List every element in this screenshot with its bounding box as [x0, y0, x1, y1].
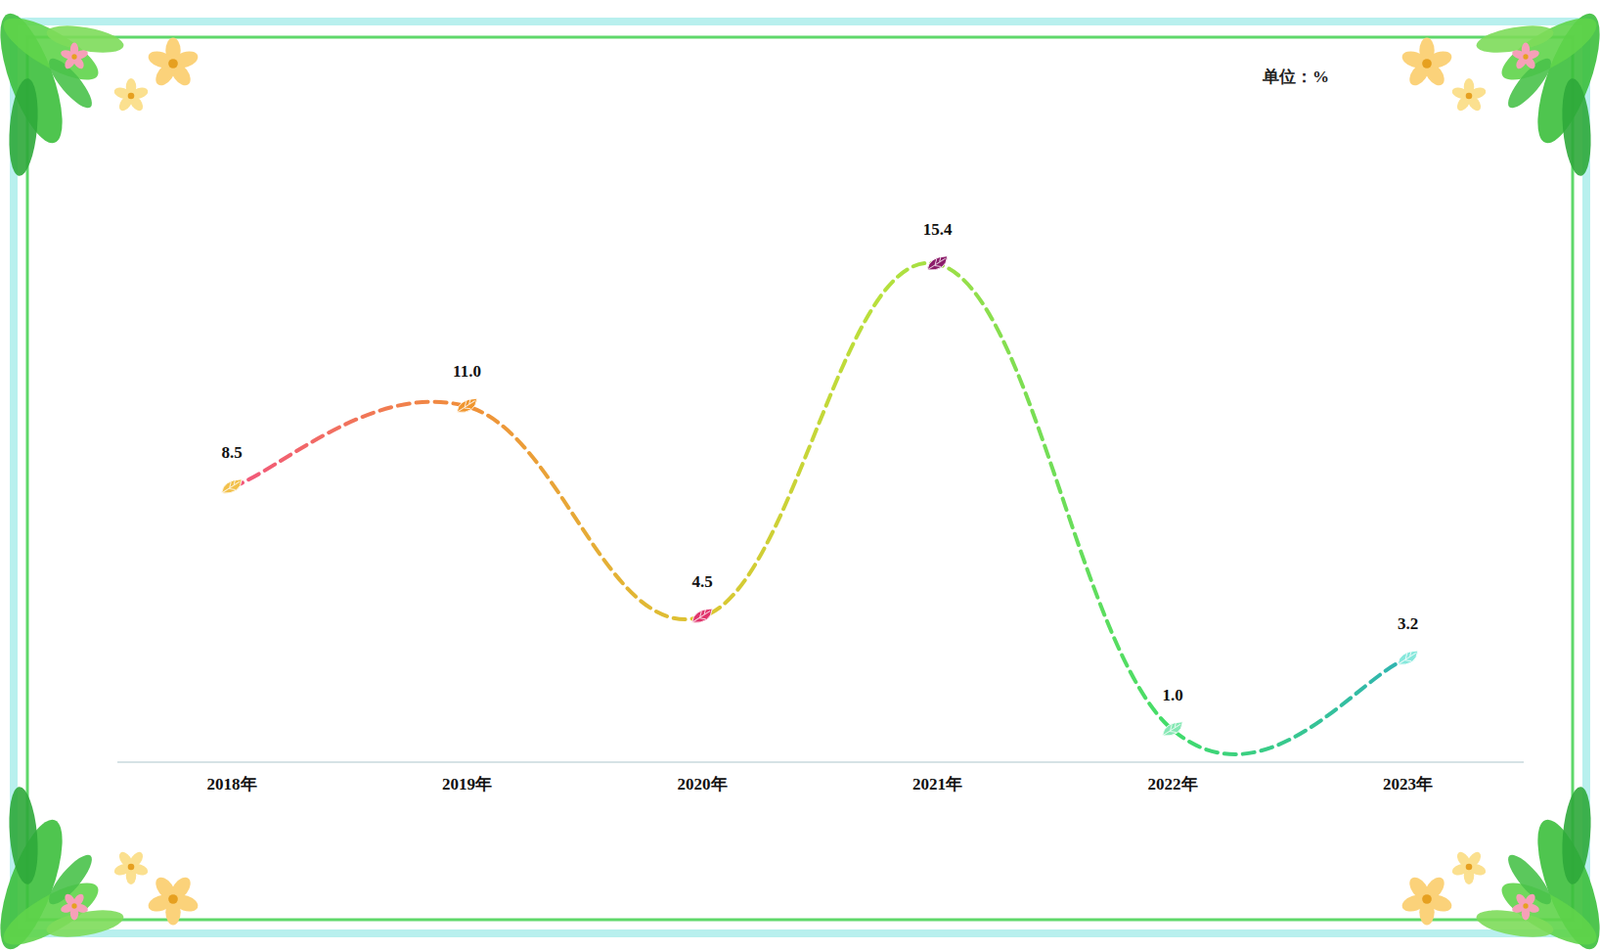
deco-flower-center — [128, 863, 135, 871]
deco-leaf — [5, 785, 43, 886]
data-label: 15.4 — [923, 220, 953, 239]
x-tick-label: 2020年 — [677, 774, 728, 794]
x-axis-line — [117, 760, 1524, 763]
deco-flower-center — [1466, 92, 1473, 100]
deco-flower — [1450, 78, 1487, 114]
deco-flower — [1400, 873, 1455, 925]
deco-flower-center — [168, 58, 178, 69]
deco-flower — [59, 43, 89, 72]
data-label: 11.0 — [452, 361, 482, 381]
unit-label: 单位：% — [1261, 67, 1330, 87]
deco-flower — [146, 873, 201, 925]
deco-leaf — [1558, 77, 1596, 178]
data-line — [231, 263, 1409, 755]
x-tick-label: 2023年 — [1382, 774, 1433, 794]
deco-leaf — [43, 52, 98, 114]
data-marker — [1159, 717, 1187, 740]
data-label: 1.0 — [1161, 685, 1183, 705]
deco-flower — [112, 848, 149, 885]
deco-flower-center — [1522, 902, 1528, 908]
deco-flower-center — [168, 893, 178, 904]
data-marker — [219, 475, 246, 497]
deco-flower — [1400, 38, 1455, 89]
deco-leaf — [1502, 52, 1557, 114]
deco-flower — [1511, 891, 1541, 921]
data-marker — [924, 252, 951, 274]
corner-decoration — [0, 6, 200, 178]
leaf-shape — [1159, 717, 1187, 740]
leaf-vein — [1159, 720, 1184, 740]
inner-border — [27, 37, 1573, 920]
data-label: 8.5 — [221, 443, 242, 462]
deco-flower-center — [71, 53, 77, 59]
corner-decoration — [0, 785, 200, 951]
deco-flower-center — [1422, 58, 1432, 69]
x-tick-label: 2022年 — [1148, 774, 1199, 794]
leaf-shape — [1394, 646, 1422, 668]
deco-flower-center — [1466, 863, 1473, 871]
leaf-shape — [689, 605, 716, 627]
leaf-vein — [454, 397, 479, 416]
deco-flower — [1450, 848, 1487, 885]
x-tick-label: 2018年 — [207, 774, 258, 794]
chart-root: 单位：% 2018年 2019年 2020年 2021年 2022年 2023年 8.5 11.… — [0, 0, 1600, 951]
deco-flower — [1511, 43, 1541, 72]
deco-leaf — [5, 77, 43, 178]
deco-flower-center — [1422, 893, 1432, 904]
outer-border — [13, 21, 1587, 934]
deco-flower-center — [128, 92, 135, 100]
x-tick-label: 2019年 — [442, 774, 492, 794]
data-label: 4.5 — [691, 572, 712, 591]
deco-leaf — [43, 848, 98, 910]
deco-flower — [146, 38, 201, 89]
deco-flower — [112, 78, 149, 114]
deco-flower-center — [71, 902, 77, 908]
leaf-vein — [689, 607, 713, 626]
data-marker — [453, 395, 481, 417]
data-label: 3.2 — [1397, 614, 1419, 633]
x-tick-label: 2021年 — [912, 774, 963, 794]
corner-decoration — [1400, 785, 1600, 951]
chart-svg: 单位：% 2018年 2019年 2020年 2021年 2022年 2023年 8.5 11.… — [0, 0, 1600, 951]
data-marker — [1394, 646, 1422, 668]
deco-leaf — [1502, 848, 1557, 910]
plot-area — [219, 252, 1423, 755]
leaf-vein — [1395, 649, 1420, 668]
deco-flower — [59, 891, 89, 921]
leaf-vein — [925, 255, 949, 274]
data-marker — [689, 605, 716, 627]
leaf-shape — [219, 475, 246, 497]
leaf-shape — [453, 395, 481, 417]
deco-leaf — [1558, 785, 1596, 886]
corner-decoration — [1400, 6, 1600, 178]
background — [0, 0, 1600, 951]
leaf-vein — [219, 478, 243, 497]
deco-flower-center — [1522, 53, 1528, 59]
leaf-shape — [924, 252, 951, 274]
